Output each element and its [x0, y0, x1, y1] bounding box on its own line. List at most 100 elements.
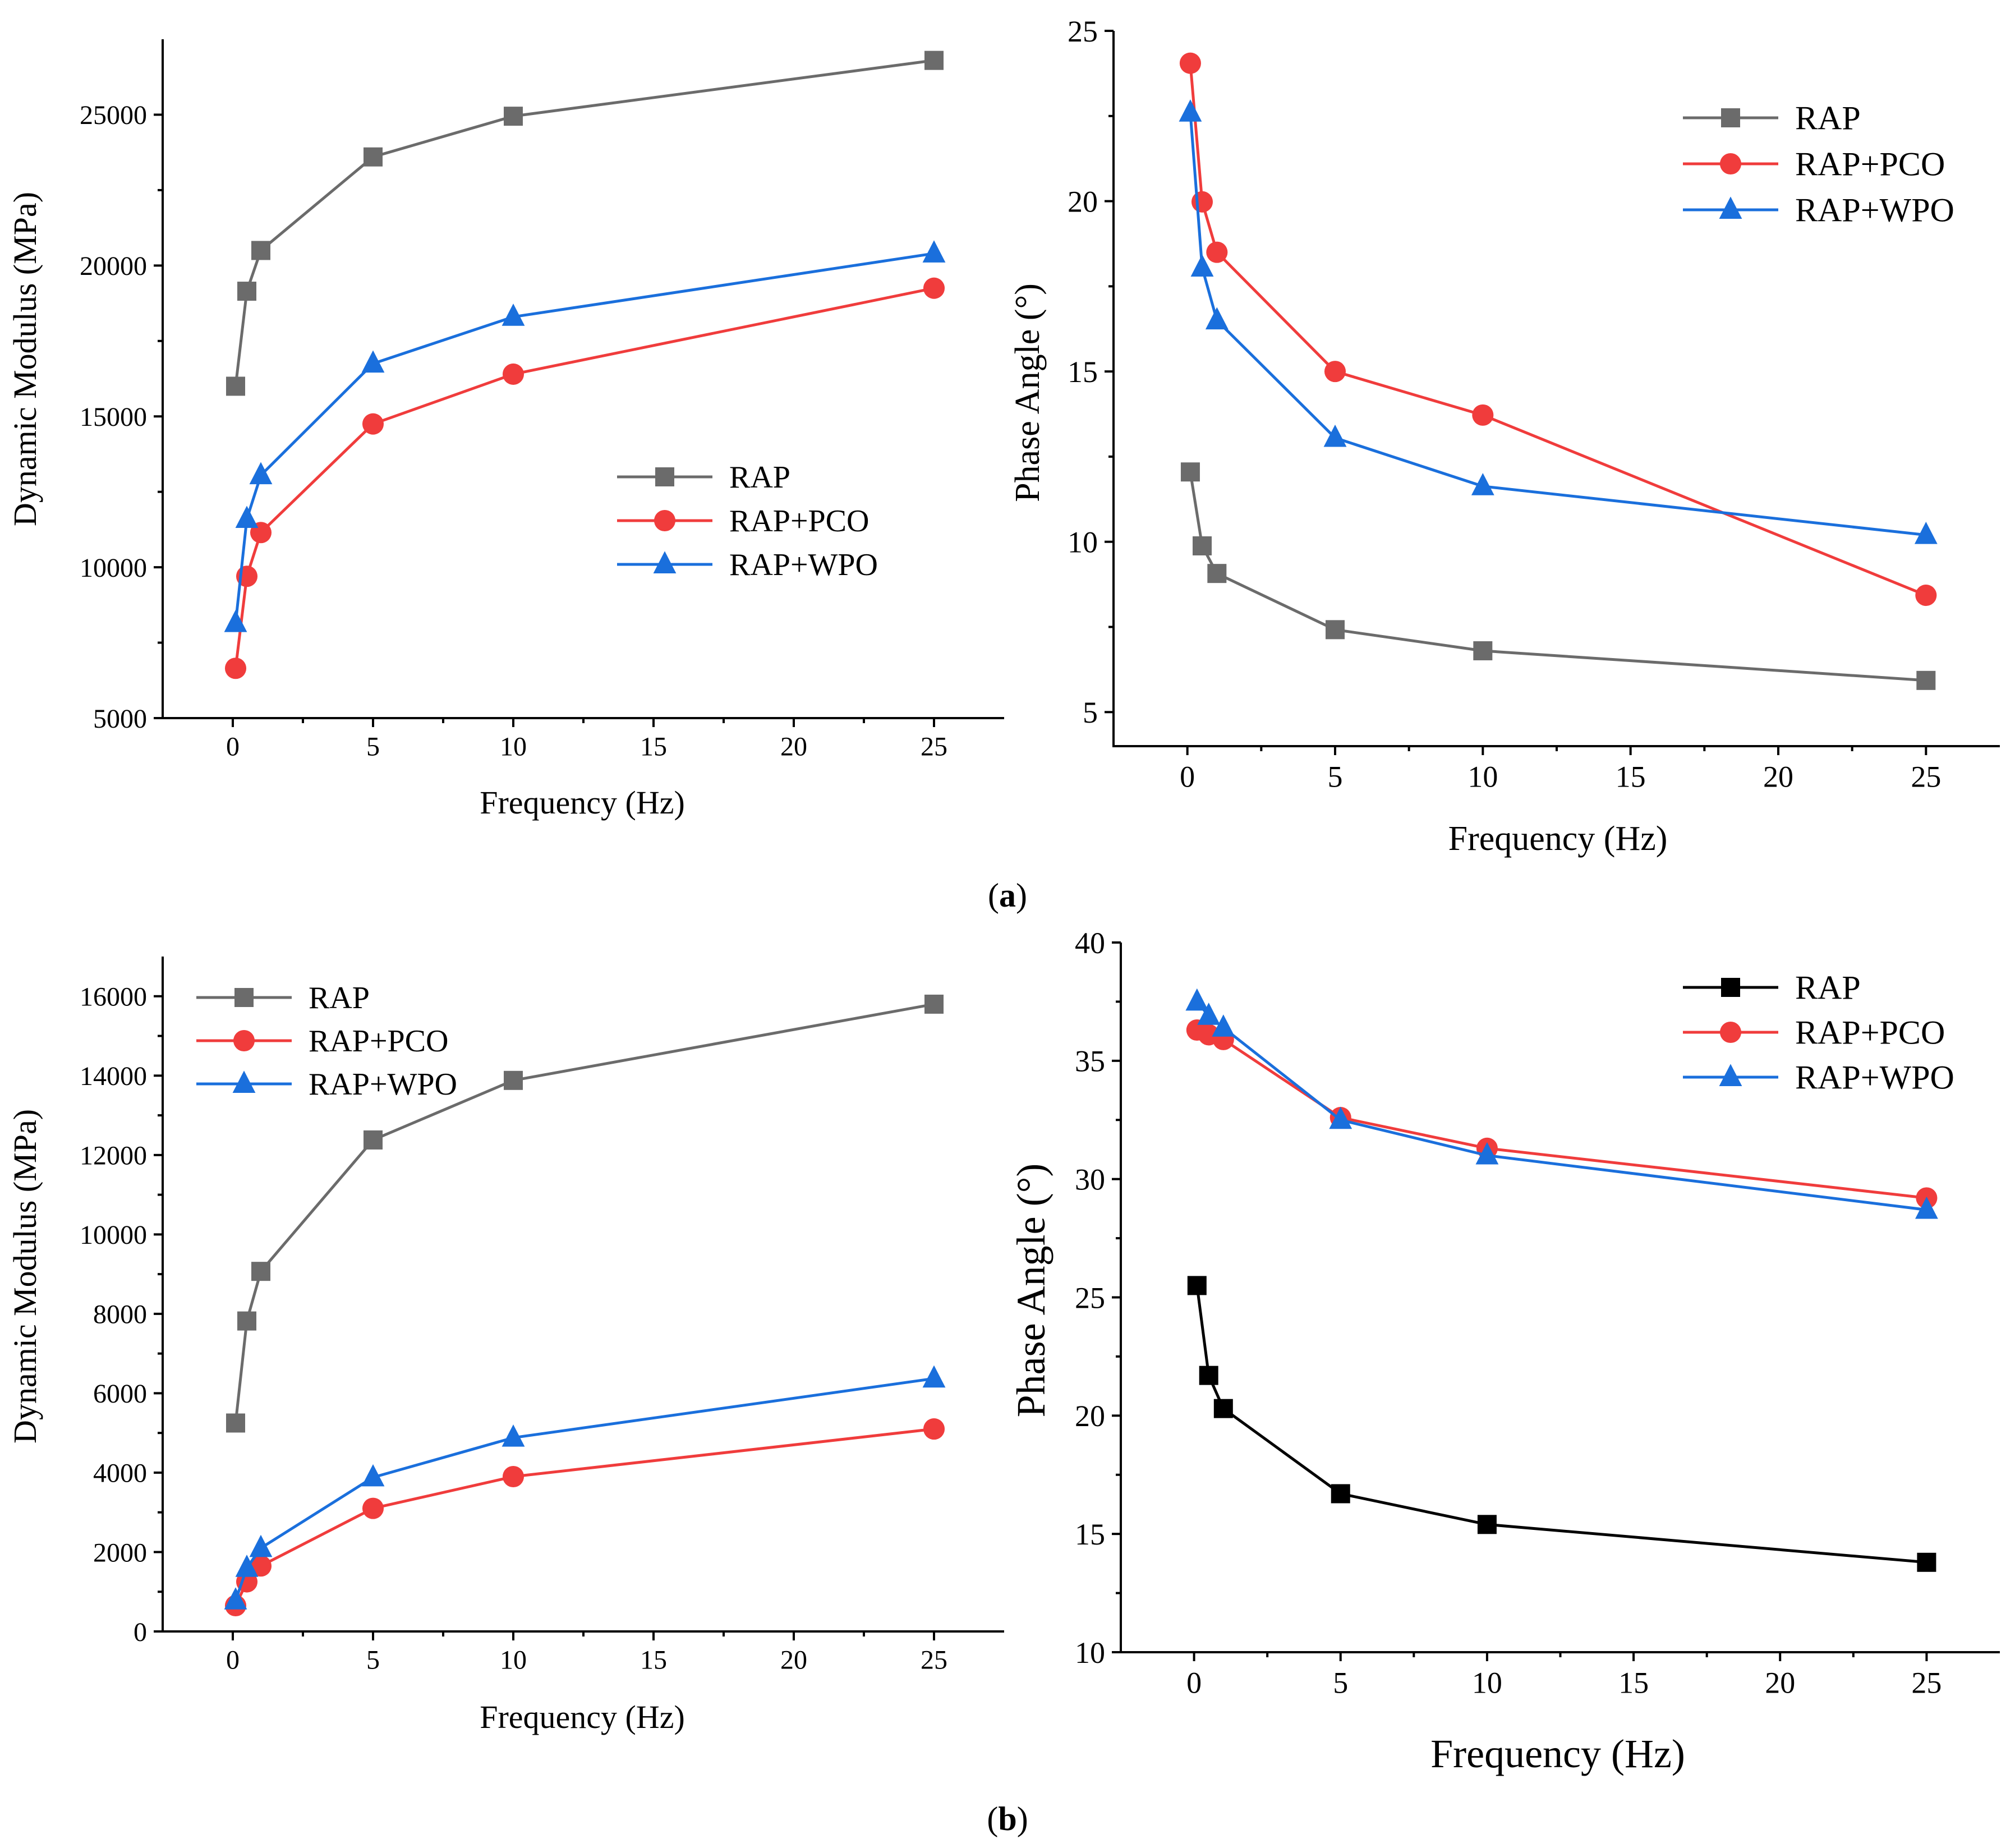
y-tick-label: 2000	[93, 1538, 147, 1567]
data-point	[1477, 1515, 1497, 1534]
y-tick-label: 10	[1075, 1636, 1105, 1670]
data-point	[504, 107, 523, 126]
y-tick-label: 25	[1068, 15, 1098, 48]
x-tick-label: 10	[500, 732, 527, 761]
data-point	[1199, 1366, 1218, 1385]
x-tick-label: 15	[1616, 760, 1646, 794]
series-line	[234, 1427, 935, 1607]
legend-item: RAP+PCO	[1683, 145, 1945, 182]
series-line	[1189, 471, 1926, 682]
series-rap-wpo	[224, 240, 946, 632]
data-point	[1207, 564, 1227, 583]
legend-marker	[1719, 1021, 1742, 1043]
data-point	[1324, 361, 1346, 383]
panel-label-a-open: (	[988, 877, 999, 914]
series-rap	[226, 994, 944, 1433]
y-tick-label: 10000	[80, 553, 147, 583]
data-point	[362, 413, 384, 435]
data-point	[502, 1465, 525, 1488]
x-tick-label: 25	[1911, 1666, 1942, 1700]
legend-label: RAP	[309, 981, 370, 1015]
legend-item: RAP+PCO	[1683, 1014, 1945, 1051]
data-point	[224, 658, 247, 679]
data-point	[1185, 988, 1209, 1011]
legend-item: RAP+PCO	[617, 504, 869, 539]
legend-marker	[232, 1070, 256, 1093]
data-point	[224, 609, 247, 632]
data-point	[1475, 1142, 1499, 1165]
legend-marker	[234, 988, 254, 1007]
y-tick-label: 6000	[93, 1379, 147, 1409]
series-line	[1189, 63, 1927, 597]
y-tick-label: 4000	[93, 1459, 147, 1488]
legend-item: RAP+WPO	[1683, 1059, 1954, 1096]
x-tick-label: 15	[640, 1645, 667, 1675]
data-point	[502, 1424, 525, 1447]
x-tick-label: 5	[1333, 1666, 1348, 1700]
legend-marker	[1721, 978, 1740, 997]
x-tick-label: 10	[1467, 760, 1498, 794]
legend-label: RAP	[1795, 99, 1861, 136]
x-tick-label: 5	[1328, 760, 1343, 794]
data-point	[1212, 1014, 1235, 1037]
y-tick-label: 25	[1075, 1281, 1105, 1314]
legend-label: RAP	[1795, 969, 1861, 1006]
data-point	[1190, 254, 1214, 277]
panel-label-a-close: )	[1016, 877, 1027, 914]
data-point	[1916, 670, 1936, 690]
legend-label: RAP+WPO	[1795, 191, 1954, 228]
data-point	[1473, 641, 1493, 660]
data-point	[1193, 536, 1212, 555]
data-point	[1915, 1196, 1938, 1219]
y-tick-label: 15	[1068, 355, 1098, 389]
data-point	[1915, 584, 1937, 606]
data-point	[924, 994, 944, 1014]
series-rap-pco	[1179, 52, 1937, 606]
y-axis-title: Dynamic Modulus (MPa)	[7, 1109, 43, 1444]
legend-item: RAP	[617, 460, 790, 495]
panel-label-b-close: )	[1017, 1800, 1028, 1837]
x-tick-label: 0	[1186, 1666, 1202, 1700]
legend-label: RAP+WPO	[729, 548, 878, 582]
data-point	[1472, 404, 1494, 426]
data-point	[1179, 52, 1201, 74]
y-tick-label: 20	[1068, 185, 1098, 218]
data-point	[502, 363, 525, 385]
data-point	[226, 1413, 245, 1433]
series-rap-pco	[224, 1418, 945, 1617]
legend-marker	[1719, 196, 1742, 219]
legend: RAP RAP+PCO RAP+WPO	[1683, 99, 1954, 228]
y-tick-label: 40	[1075, 926, 1105, 960]
y-tick-label: 5000	[93, 704, 147, 734]
data-point	[361, 1464, 385, 1487]
data-point	[235, 505, 259, 528]
x-tick-label: 25	[921, 1645, 947, 1675]
legend-item: RAP+WPO	[196, 1067, 457, 1102]
data-point	[924, 50, 944, 70]
legend-label: RAP+PCO	[1795, 145, 1945, 182]
y-tick-label: 14000	[80, 1061, 147, 1091]
data-point	[1191, 191, 1213, 213]
data-point	[237, 282, 256, 301]
x-tick-label: 0	[226, 732, 240, 761]
x-tick-label: 10	[1472, 1666, 1502, 1700]
legend-item: RAP	[1683, 969, 1861, 1006]
legend-marker	[655, 467, 674, 486]
x-tick-label: 5	[366, 732, 380, 761]
x-tick-label: 25	[1911, 760, 1941, 794]
data-point	[922, 1365, 946, 1388]
series-rap-wpo	[1185, 988, 1938, 1219]
x-tick-label: 0	[1180, 760, 1195, 794]
data-point	[251, 1262, 270, 1281]
y-tick-label: 10	[1068, 526, 1098, 559]
legend-label: RAP	[729, 460, 790, 495]
chart-a-phase-angle: Phase Angle (°) Frequency (Hz) 0 5 10 15 20 2…	[1009, 15, 2000, 858]
x-axis-title: Frequency (Hz)	[1448, 820, 1668, 858]
legend-marker	[1721, 108, 1740, 127]
y-tick-label: 16000	[80, 982, 147, 1012]
y-tick-label: 35	[1075, 1045, 1105, 1078]
legend-label: RAP+PCO	[309, 1024, 448, 1059]
series-rap	[226, 50, 944, 396]
series-line	[1195, 1285, 1927, 1564]
series-line	[234, 59, 935, 387]
